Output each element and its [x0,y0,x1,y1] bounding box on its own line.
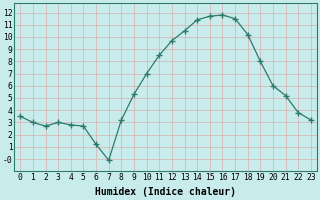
X-axis label: Humidex (Indice chaleur): Humidex (Indice chaleur) [95,187,236,197]
